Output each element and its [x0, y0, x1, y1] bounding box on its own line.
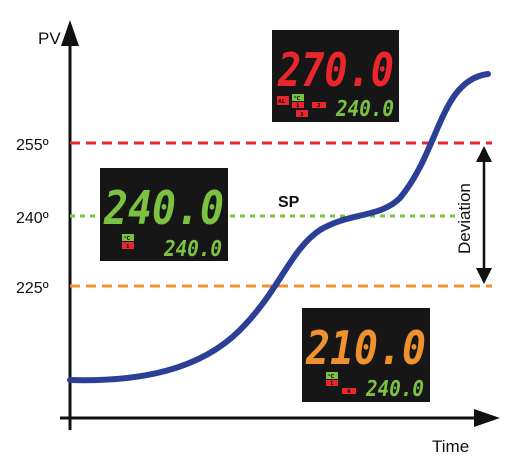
controller-display-low: 210.0 °C 1 4 240.0 — [302, 308, 430, 402]
unit-badge — [292, 94, 304, 101]
alarm-badge — [277, 96, 289, 105]
output-badge-3 — [296, 110, 308, 117]
output-badge-2 — [312, 102, 326, 108]
unit-badge-label: °C — [294, 96, 301, 102]
x-axis-arrow-icon — [474, 409, 500, 427]
output-badge-1-label: 1 — [330, 381, 334, 387]
display-setpoint-value: 240.0 — [365, 377, 424, 402]
unit-badge-label: °C — [124, 236, 131, 242]
deviation-arrow-up-icon — [476, 146, 492, 162]
controller-display-setpoint: 240.0 °C 1 240.0 — [100, 168, 228, 262]
unit-badge — [326, 372, 338, 379]
level-label-240: 240º — [16, 210, 49, 227]
display-main-value: 210.0 — [305, 321, 426, 375]
output-badge-1-label: 1 — [296, 103, 300, 109]
display-main-value: 270.0 — [277, 43, 394, 97]
output-badge-1-label: 1 — [126, 244, 130, 250]
display-setpoint-value: 240.0 — [163, 237, 222, 262]
display-main-value: 240.0 — [103, 181, 224, 235]
output-badge-2-label: 2 — [317, 103, 321, 109]
y-axis-label: PV — [38, 29, 61, 48]
level-label-225: 225º — [16, 280, 49, 297]
output-badge-3-label: 3 — [300, 112, 304, 118]
output-badge-1 — [326, 380, 338, 386]
deviation-arrow-down-icon — [476, 268, 492, 284]
output-badge-1 — [122, 242, 134, 249]
sp-label: SP — [278, 194, 300, 211]
display-panel — [302, 308, 430, 402]
x-axis-label: Time — [432, 437, 469, 456]
y-axis-arrow-icon — [61, 20, 79, 46]
display-panel — [100, 168, 228, 261]
unit-badge-label: °C — [328, 374, 335, 380]
deviation-label: Deviation — [455, 183, 474, 254]
display-setpoint-value: 240.0 — [335, 97, 394, 122]
output-badge-4-label: 4 — [347, 389, 351, 395]
level-label-255: 255º — [16, 137, 49, 154]
pv-curve — [67, 71, 491, 384]
output-badge-4 — [342, 388, 356, 394]
controller-display-high: 270.0 AL °C 1 2 3 240.0 — [272, 30, 399, 122]
unit-badge — [122, 234, 134, 241]
alarm-badge-label: AL — [278, 99, 286, 105]
output-badge-1 — [292, 102, 304, 108]
